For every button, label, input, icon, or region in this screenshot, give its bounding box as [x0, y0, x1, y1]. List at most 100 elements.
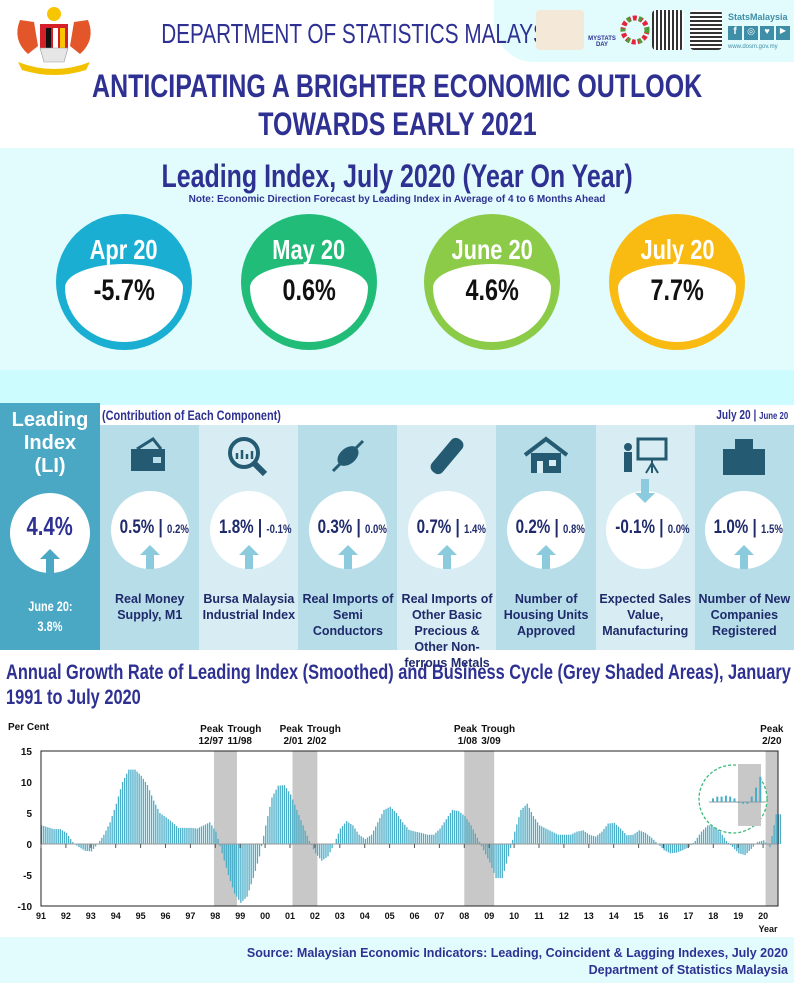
twitter-icon[interactable]: ♥ — [760, 26, 774, 40]
y-tick-label: -5 — [23, 871, 32, 882]
data-bar — [101, 837, 103, 844]
data-bar — [269, 806, 271, 844]
data-bar — [441, 825, 443, 844]
data-bar — [88, 844, 91, 852]
component-column-3: 0.7% | 1.4% Real Imports of Other Basic … — [397, 425, 497, 670]
contribution-title: (Contribution of Each Component) — [102, 407, 281, 423]
data-bar — [402, 822, 404, 844]
component-previous-value: 0.8% — [563, 522, 586, 536]
data-bar — [277, 785, 279, 844]
period-separator: | — [753, 407, 757, 422]
data-bar — [646, 834, 649, 844]
buildings-icon — [723, 439, 766, 475]
data-bar — [491, 844, 493, 868]
x-tick-label: 05 — [385, 911, 395, 921]
data-bar — [509, 844, 512, 849]
youtube-icon[interactable]: ▶ — [776, 26, 790, 40]
arrow-down-icon — [635, 479, 656, 503]
data-bar — [744, 844, 746, 856]
zoom-inset-bar — [716, 796, 719, 802]
data-bar — [285, 788, 288, 844]
data-bar — [644, 832, 647, 844]
data-bar — [418, 832, 420, 844]
zoom-inset-bar — [737, 802, 740, 803]
data-bar — [632, 834, 634, 844]
component-previous-value: -0.1% — [266, 522, 292, 536]
department-name: DEPARTMENT OF STATISTICS MALAYSIA — [161, 18, 567, 49]
plot-frame — [40, 750, 779, 907]
data-bar — [721, 834, 723, 844]
data-bar — [360, 836, 362, 844]
li-title-line1: Leading — [11, 409, 89, 431]
data-bar — [617, 826, 620, 844]
data-bar — [561, 834, 564, 844]
data-bar — [202, 825, 205, 844]
data-bar — [258, 844, 261, 857]
data-bar — [690, 844, 692, 846]
x-tick-label: 17 — [683, 911, 693, 921]
data-bar — [217, 838, 219, 844]
data-bar — [702, 829, 705, 844]
data-bar — [229, 844, 232, 882]
leading-index-title: Leading Index, July 2020 (Year On Year) — [161, 158, 633, 194]
qr-code-icon[interactable] — [652, 10, 684, 50]
month-value: 4.6% — [465, 274, 519, 307]
period-current: July 20 — [716, 407, 751, 422]
qr-code-facebook-icon[interactable] — [690, 10, 722, 50]
data-bar — [368, 836, 371, 844]
wallet-icon — [130, 437, 165, 471]
data-bar — [254, 844, 257, 871]
data-bar — [412, 830, 414, 844]
x-tick-label: 06 — [409, 911, 419, 921]
component-current-value: 0.3% — [317, 517, 353, 538]
trough-date: 3/09 — [481, 736, 501, 747]
data-bar — [339, 828, 342, 844]
data-bar — [736, 844, 738, 852]
data-bar — [314, 844, 317, 854]
arrow-up-icon — [139, 545, 160, 569]
data-bar — [675, 844, 678, 853]
data-bar — [443, 822, 445, 844]
li-title-line2: Index — [23, 432, 77, 454]
data-bar — [169, 820, 171, 844]
data-bar — [456, 810, 458, 844]
data-bar — [111, 816, 113, 844]
instagram-icon[interactable]: ◎ — [744, 26, 758, 40]
data-bar — [472, 829, 474, 844]
data-bar — [688, 844, 690, 848]
data-bar — [482, 844, 485, 851]
data-bar — [242, 844, 244, 901]
data-bar — [553, 832, 555, 844]
data-bar — [671, 844, 674, 854]
data-bar — [572, 833, 574, 844]
data-bar — [389, 806, 391, 844]
data-bar — [267, 816, 269, 844]
website-link[interactable]: www.dosm.gov.my — [728, 44, 778, 50]
data-bar — [86, 844, 88, 852]
data-bar — [196, 828, 198, 844]
data-bar — [117, 796, 120, 844]
data-bar — [420, 832, 423, 844]
data-bar — [362, 837, 364, 844]
component-column-2: 0.3% | 0.0% Real Imports of Semi Conduct… — [298, 425, 398, 650]
data-bar — [619, 828, 622, 844]
data-bar — [541, 826, 543, 844]
li-value-circle: 4.4% — [10, 493, 90, 573]
component-name: Number of Housing Units Approved — [503, 592, 589, 638]
data-bar — [626, 835, 628, 844]
data-bar — [43, 826, 45, 844]
component-value-circle: 0.5% | 0.2% — [110, 491, 189, 569]
x-tick-label: 04 — [360, 911, 370, 921]
component-column-6: 1.0% | 1.5% Number of New Companies Regi… — [694, 425, 794, 650]
data-bar — [748, 844, 750, 852]
data-bar — [107, 826, 109, 844]
month-value: 7.7% — [650, 274, 704, 307]
data-bar — [49, 827, 51, 844]
zoom-inset-bar — [712, 798, 714, 802]
data-bar — [638, 830, 640, 844]
data-bar — [431, 834, 433, 844]
data-bar — [325, 844, 327, 858]
data-bar — [298, 815, 300, 844]
month-ring-0: Apr 20 -5.7% — [56, 214, 192, 350]
facebook-icon[interactable]: f — [728, 26, 742, 40]
